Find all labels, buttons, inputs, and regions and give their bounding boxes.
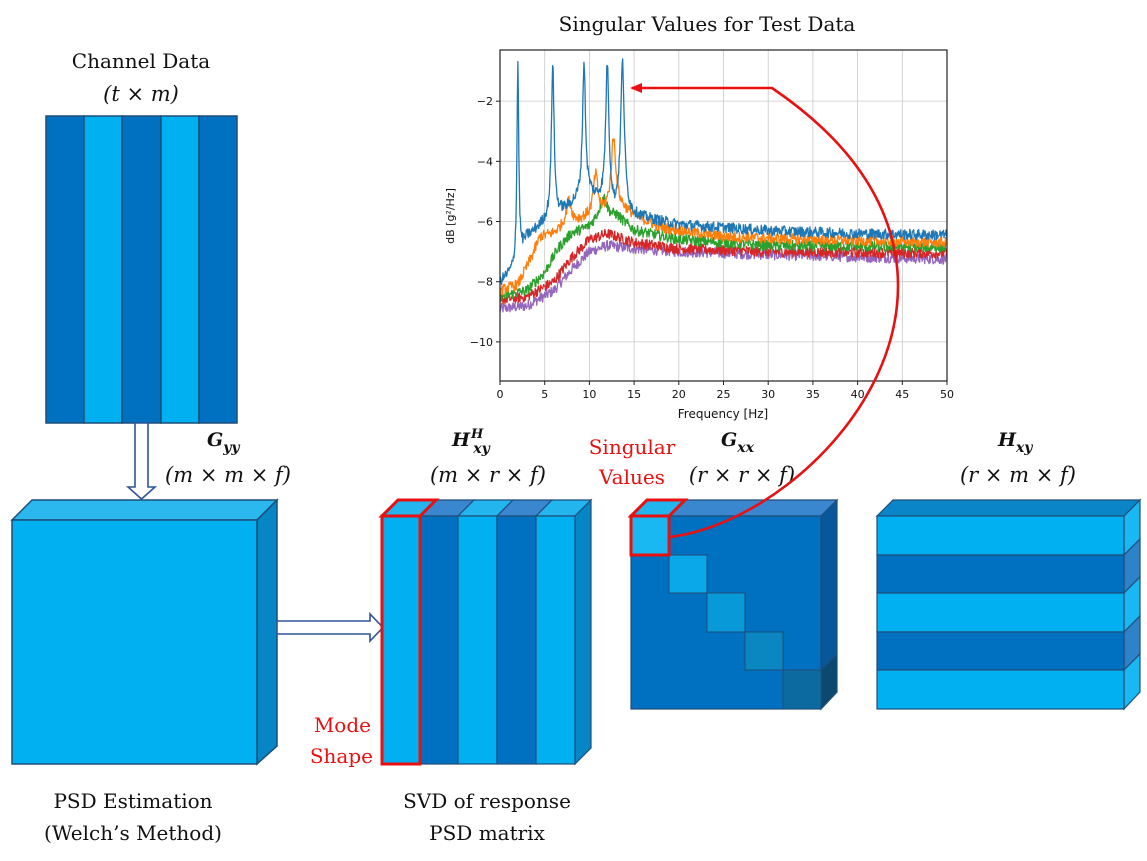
svg-text:Hxy: Hxy bbox=[997, 429, 1033, 456]
x-tick-label: 15 bbox=[627, 388, 641, 401]
psd-caption-line1: PSD Estimation bbox=[53, 789, 212, 813]
right-arrow bbox=[276, 612, 385, 643]
x-tick-label: 35 bbox=[806, 388, 820, 401]
singular-value-cell bbox=[629, 514, 671, 557]
chart-series-group bbox=[499, 58, 948, 313]
series-line-2 bbox=[499, 138, 948, 296]
hxy-label: Hxy (r × m × f) bbox=[960, 429, 1076, 487]
channel-data-title: Channel Data bbox=[72, 49, 210, 73]
chart-x-axis-label: Frequency [Hz] bbox=[678, 407, 769, 421]
singular-values-chart: Singular Values for Test Data 0 5 10 15 20 25… bbox=[444, 12, 954, 421]
svg-text:Gxx: Gxx bbox=[721, 429, 755, 456]
chart-grid bbox=[499, 50, 948, 381]
gyy-symbol: G bbox=[207, 429, 223, 451]
mode-shape-column bbox=[380, 514, 422, 766]
hxyh-symbol: H bbox=[451, 429, 471, 451]
y-tick-label: −6 bbox=[477, 216, 493, 229]
psd-caption-line2: (Welch’s Method) bbox=[44, 821, 222, 845]
hxy-symbol: H bbox=[997, 429, 1017, 451]
hxyh-label: HH xy (m × r × f) bbox=[430, 427, 546, 487]
x-tick-label: 45 bbox=[895, 388, 909, 401]
channel-data-dims: (t × m) bbox=[103, 82, 179, 106]
channel-column-2 bbox=[83, 115, 123, 424]
x-tick-label: 0 bbox=[497, 388, 504, 401]
x-tick-label: 30 bbox=[761, 388, 775, 401]
channel-column-1 bbox=[45, 115, 85, 424]
hxyh-superscript: H bbox=[470, 427, 484, 442]
x-tick-label: 20 bbox=[672, 388, 686, 401]
svg-text:Gyy: Gyy bbox=[207, 429, 240, 456]
series-line-5 bbox=[499, 239, 948, 313]
y-tick-label: −4 bbox=[477, 155, 493, 168]
channel-column-4 bbox=[160, 115, 200, 424]
hxyh-dims: (m × r × f) bbox=[430, 463, 546, 487]
svd-caption-line2: PSD matrix bbox=[429, 821, 545, 845]
hxy-dims: (r × m × f) bbox=[960, 463, 1076, 487]
singular-values-label-line1: Singular bbox=[589, 435, 676, 459]
hxyh-matrix bbox=[378, 498, 593, 766]
singular-values-arrow bbox=[630, 83, 900, 539]
channel-column-5 bbox=[198, 115, 238, 424]
channel-data-block: Channel Data (t × m) bbox=[45, 49, 238, 424]
gxx-matrix bbox=[627, 498, 839, 711]
gxx-dims: (r × r × f) bbox=[689, 463, 795, 487]
gyy-subscript: yy bbox=[222, 440, 240, 456]
chart-ticks: 0 5 10 15 20 25 30 35 40 45 50 −10 −8 −6 −4 −2 bbox=[470, 95, 954, 401]
channel-column-3 bbox=[121, 115, 162, 424]
gyy-label: Gyy (m × m × f) bbox=[165, 429, 291, 487]
svd-caption-line1: SVD of response bbox=[403, 789, 571, 813]
x-tick-label: 40 bbox=[851, 388, 865, 401]
hxy-subscript: xy bbox=[1015, 440, 1033, 456]
gyy-dims: (m × m × f) bbox=[165, 463, 291, 487]
gxx-symbol: G bbox=[721, 429, 737, 451]
x-tick-label: 10 bbox=[582, 388, 596, 401]
hxyh-subscript: xy bbox=[472, 441, 490, 457]
x-tick-label: 50 bbox=[940, 388, 954, 401]
chart-title: Singular Values for Test Data bbox=[559, 12, 856, 36]
x-tick-label: 25 bbox=[717, 388, 731, 401]
x-tick-label: 5 bbox=[541, 388, 548, 401]
psd-cube bbox=[10, 498, 279, 766]
chart-y-axis-label: dB [g²/Hz] bbox=[444, 188, 457, 244]
gxx-subscript: xx bbox=[736, 440, 754, 456]
mode-shape-label-line2: Shape bbox=[310, 744, 373, 768]
y-tick-label: −10 bbox=[470, 336, 493, 349]
down-arrow bbox=[125, 422, 158, 501]
mode-shape-label-line1: Mode bbox=[314, 713, 371, 737]
hxy-matrix bbox=[875, 498, 1142, 711]
y-tick-label: −2 bbox=[477, 95, 493, 108]
y-tick-label: −8 bbox=[477, 276, 493, 289]
singular-values-label-line2: Values bbox=[598, 465, 665, 489]
series-line-1 bbox=[499, 58, 948, 286]
gxx-label: Gxx (r × r × f) bbox=[689, 429, 795, 487]
